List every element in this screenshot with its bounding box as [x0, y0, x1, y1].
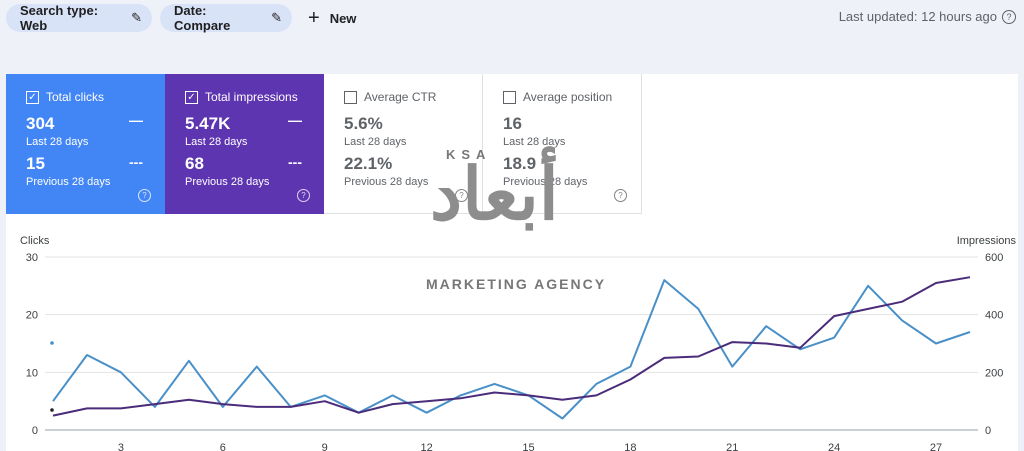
search-type-label: Search type: Web [20, 3, 99, 33]
metric-previous-value: 68 [185, 154, 204, 173]
pencil-icon: ✎ [271, 10, 282, 25]
left-axis-title: Clicks [20, 235, 50, 247]
right-tick-label: 0 [985, 425, 991, 437]
dashed-line-legend-icon: --- [288, 154, 302, 170]
previous-clicks-point [50, 341, 54, 345]
metric-label: Average position [523, 90, 613, 104]
previous-impressions-point [50, 408, 54, 412]
last-updated: Last updated: 12 hours ago ? [839, 9, 1016, 24]
metric-card-total-clicks[interactable]: ✓ Total clicks 304 Last 28 days 15 Previo… [6, 74, 165, 214]
performance-panel: ✓ Total clicks 304 Last 28 days 15 Previo… [6, 74, 1018, 451]
left-tick-label: 0 [32, 425, 38, 437]
metric-current-period: Last 28 days [26, 136, 89, 148]
pencil-icon: ✎ [131, 10, 142, 25]
metric-previous-period: Previous 28 days [185, 176, 270, 188]
x-tick-label: 24 [828, 442, 840, 451]
x-tick-label: 21 [726, 442, 738, 451]
x-tick-label: 3 [118, 442, 124, 451]
right-tick-label: 400 [985, 310, 1003, 322]
x-tick-label: 18 [624, 442, 636, 451]
new-label: New [329, 10, 357, 26]
metric-current-period: Last 28 days [503, 136, 566, 148]
x-tick-label: 12 [420, 442, 432, 451]
x-tick-label: 6 [220, 442, 226, 451]
help-icon[interactable]: ? [455, 189, 468, 202]
left-tick-label: 30 [26, 252, 38, 264]
checkbox-unchecked-icon[interactable] [344, 90, 357, 104]
metric-card-total-impressions[interactable]: ✓ Total impressions 5.47K Last 28 days 68… [165, 74, 324, 214]
new-filter-button[interactable]: + New [308, 6, 356, 30]
metric-previous-period: Previous 28 days [503, 176, 588, 188]
watermark-logo: أبعاد [430, 155, 559, 235]
watermark-agency-text: MARKETING AGENCY [426, 276, 607, 292]
date-chip[interactable]: Date: Compare ✎ [160, 3, 292, 33]
last-updated-text: Last updated: 12 hours ago [838, 9, 997, 24]
x-tick-label: 27 [930, 442, 942, 451]
left-tick-label: 10 [26, 367, 38, 379]
metric-previous-value: 18.9 [503, 154, 537, 173]
right-tick-label: 600 [985, 252, 1003, 264]
metric-current-value: 5.47K [185, 114, 231, 133]
metric-previous-period: Previous 28 days [344, 176, 429, 188]
checkbox-checked-icon[interactable]: ✓ [26, 90, 39, 104]
x-tick-label: 15 [522, 442, 534, 451]
help-icon[interactable]: ? [138, 189, 151, 202]
dashed-line-legend-icon: --- [129, 154, 143, 170]
metric-previous-period: Previous 28 days [26, 176, 111, 188]
series-line-impressions [52, 276, 971, 417]
metric-current-value: 5.6% [344, 114, 383, 133]
metric-current-period: Last 28 days [344, 136, 407, 148]
filter-bar: Search type: Web ✎ Date: Compare ✎ + New… [0, 0, 1024, 40]
help-icon[interactable]: ? [614, 189, 627, 202]
checkbox-unchecked-icon[interactable] [503, 90, 516, 104]
x-tick-label: 9 [322, 442, 328, 451]
metric-label: Total impressions [205, 90, 298, 104]
metric-card-average-ctr[interactable]: Average CTR 5.6% Last 28 days 22.1% Prev… [324, 74, 483, 214]
search-type-chip[interactable]: Search type: Web ✎ [6, 3, 152, 33]
metric-card-average-position[interactable]: Average position 16 Last 28 days 18.9 Pr… [483, 74, 642, 214]
metric-current-period: Last 28 days [185, 136, 248, 148]
left-tick-label: 20 [26, 310, 38, 322]
metric-previous-value: 15 [26, 154, 45, 173]
watermark-ksa-text: KSA [446, 147, 492, 162]
series-line-clicks [52, 279, 971, 420]
metric-current-value: 304 [26, 114, 55, 133]
help-icon[interactable]: ? [1002, 9, 1016, 24]
metric-current-value: 16 [503, 114, 522, 133]
metric-label: Average CTR [364, 90, 437, 104]
right-axis-title: Impressions [956, 235, 1016, 247]
solid-line-legend-icon: — [129, 112, 143, 128]
date-label: Date: Compare [174, 3, 231, 33]
plus-icon: + [308, 7, 320, 29]
metric-label: Total clicks [46, 90, 105, 104]
right-tick-label: 200 [985, 367, 1003, 379]
help-icon[interactable]: ? [297, 189, 310, 202]
checkbox-checked-icon[interactable]: ✓ [185, 90, 198, 104]
solid-line-legend-icon: — [288, 112, 302, 128]
metric-previous-value: 22.1% [344, 154, 393, 173]
